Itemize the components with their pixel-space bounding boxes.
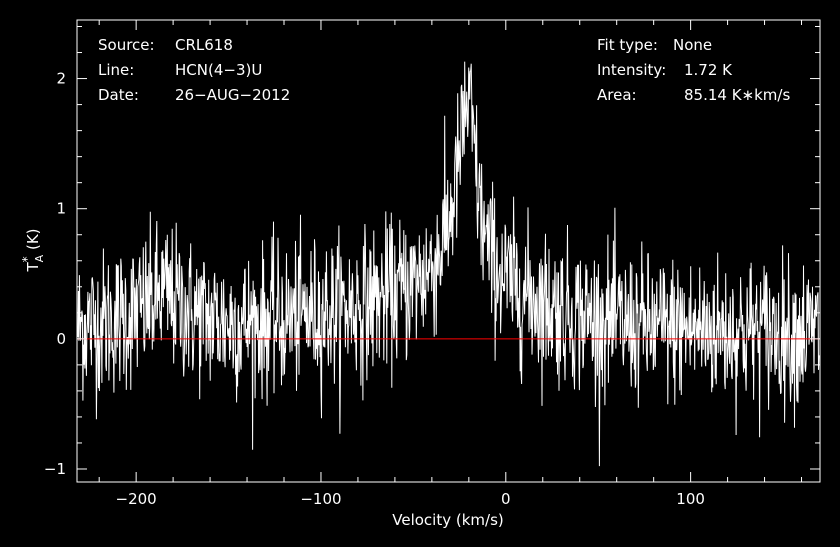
y-axis-label-t: T	[24, 262, 42, 273]
y-axis-label-star: *	[20, 256, 34, 262]
line-label: Line:	[98, 61, 134, 79]
x-tick-label: −200	[116, 490, 157, 508]
spectrum-trace	[77, 61, 820, 467]
source-value: CRL618	[175, 36, 233, 54]
area-value: 85.14 K∗km/s	[684, 86, 790, 104]
plot-frame	[76, 19, 821, 483]
intensity-value: 1.72 K	[684, 61, 733, 79]
date-value: 26−AUG−2012	[175, 86, 290, 104]
y-axis-label-sub: A	[33, 254, 46, 262]
line-value: HCN(4−3)U	[175, 61, 262, 79]
svg-text:T*A (K): T*A (K)	[20, 228, 46, 272]
x-tick-label: 0	[501, 490, 511, 508]
y-tick-label: 0	[56, 330, 66, 348]
date-label: Date:	[98, 86, 139, 104]
area-label: Area:	[597, 86, 637, 104]
source-label: Source:	[98, 36, 155, 54]
axis-ticks: −200 −100 0 100 −1 0 1 2	[44, 20, 820, 508]
y-tick-label: 1	[56, 200, 66, 218]
y-axis-label: T*A (K)	[20, 228, 46, 272]
y-axis-label-unit: (K)	[24, 228, 42, 254]
y-tick-label: −1	[44, 460, 66, 478]
fit-type-value: None	[673, 36, 712, 54]
x-axis-label: Velocity (km/s)	[392, 511, 503, 529]
intensity-label: Intensity:	[597, 61, 666, 79]
y-tick-label: 2	[56, 70, 66, 88]
x-tick-label: 100	[676, 490, 705, 508]
fit-type-label: Fit type:	[597, 36, 658, 54]
spectrum-line	[77, 61, 820, 467]
x-tick-label: −100	[300, 490, 341, 508]
